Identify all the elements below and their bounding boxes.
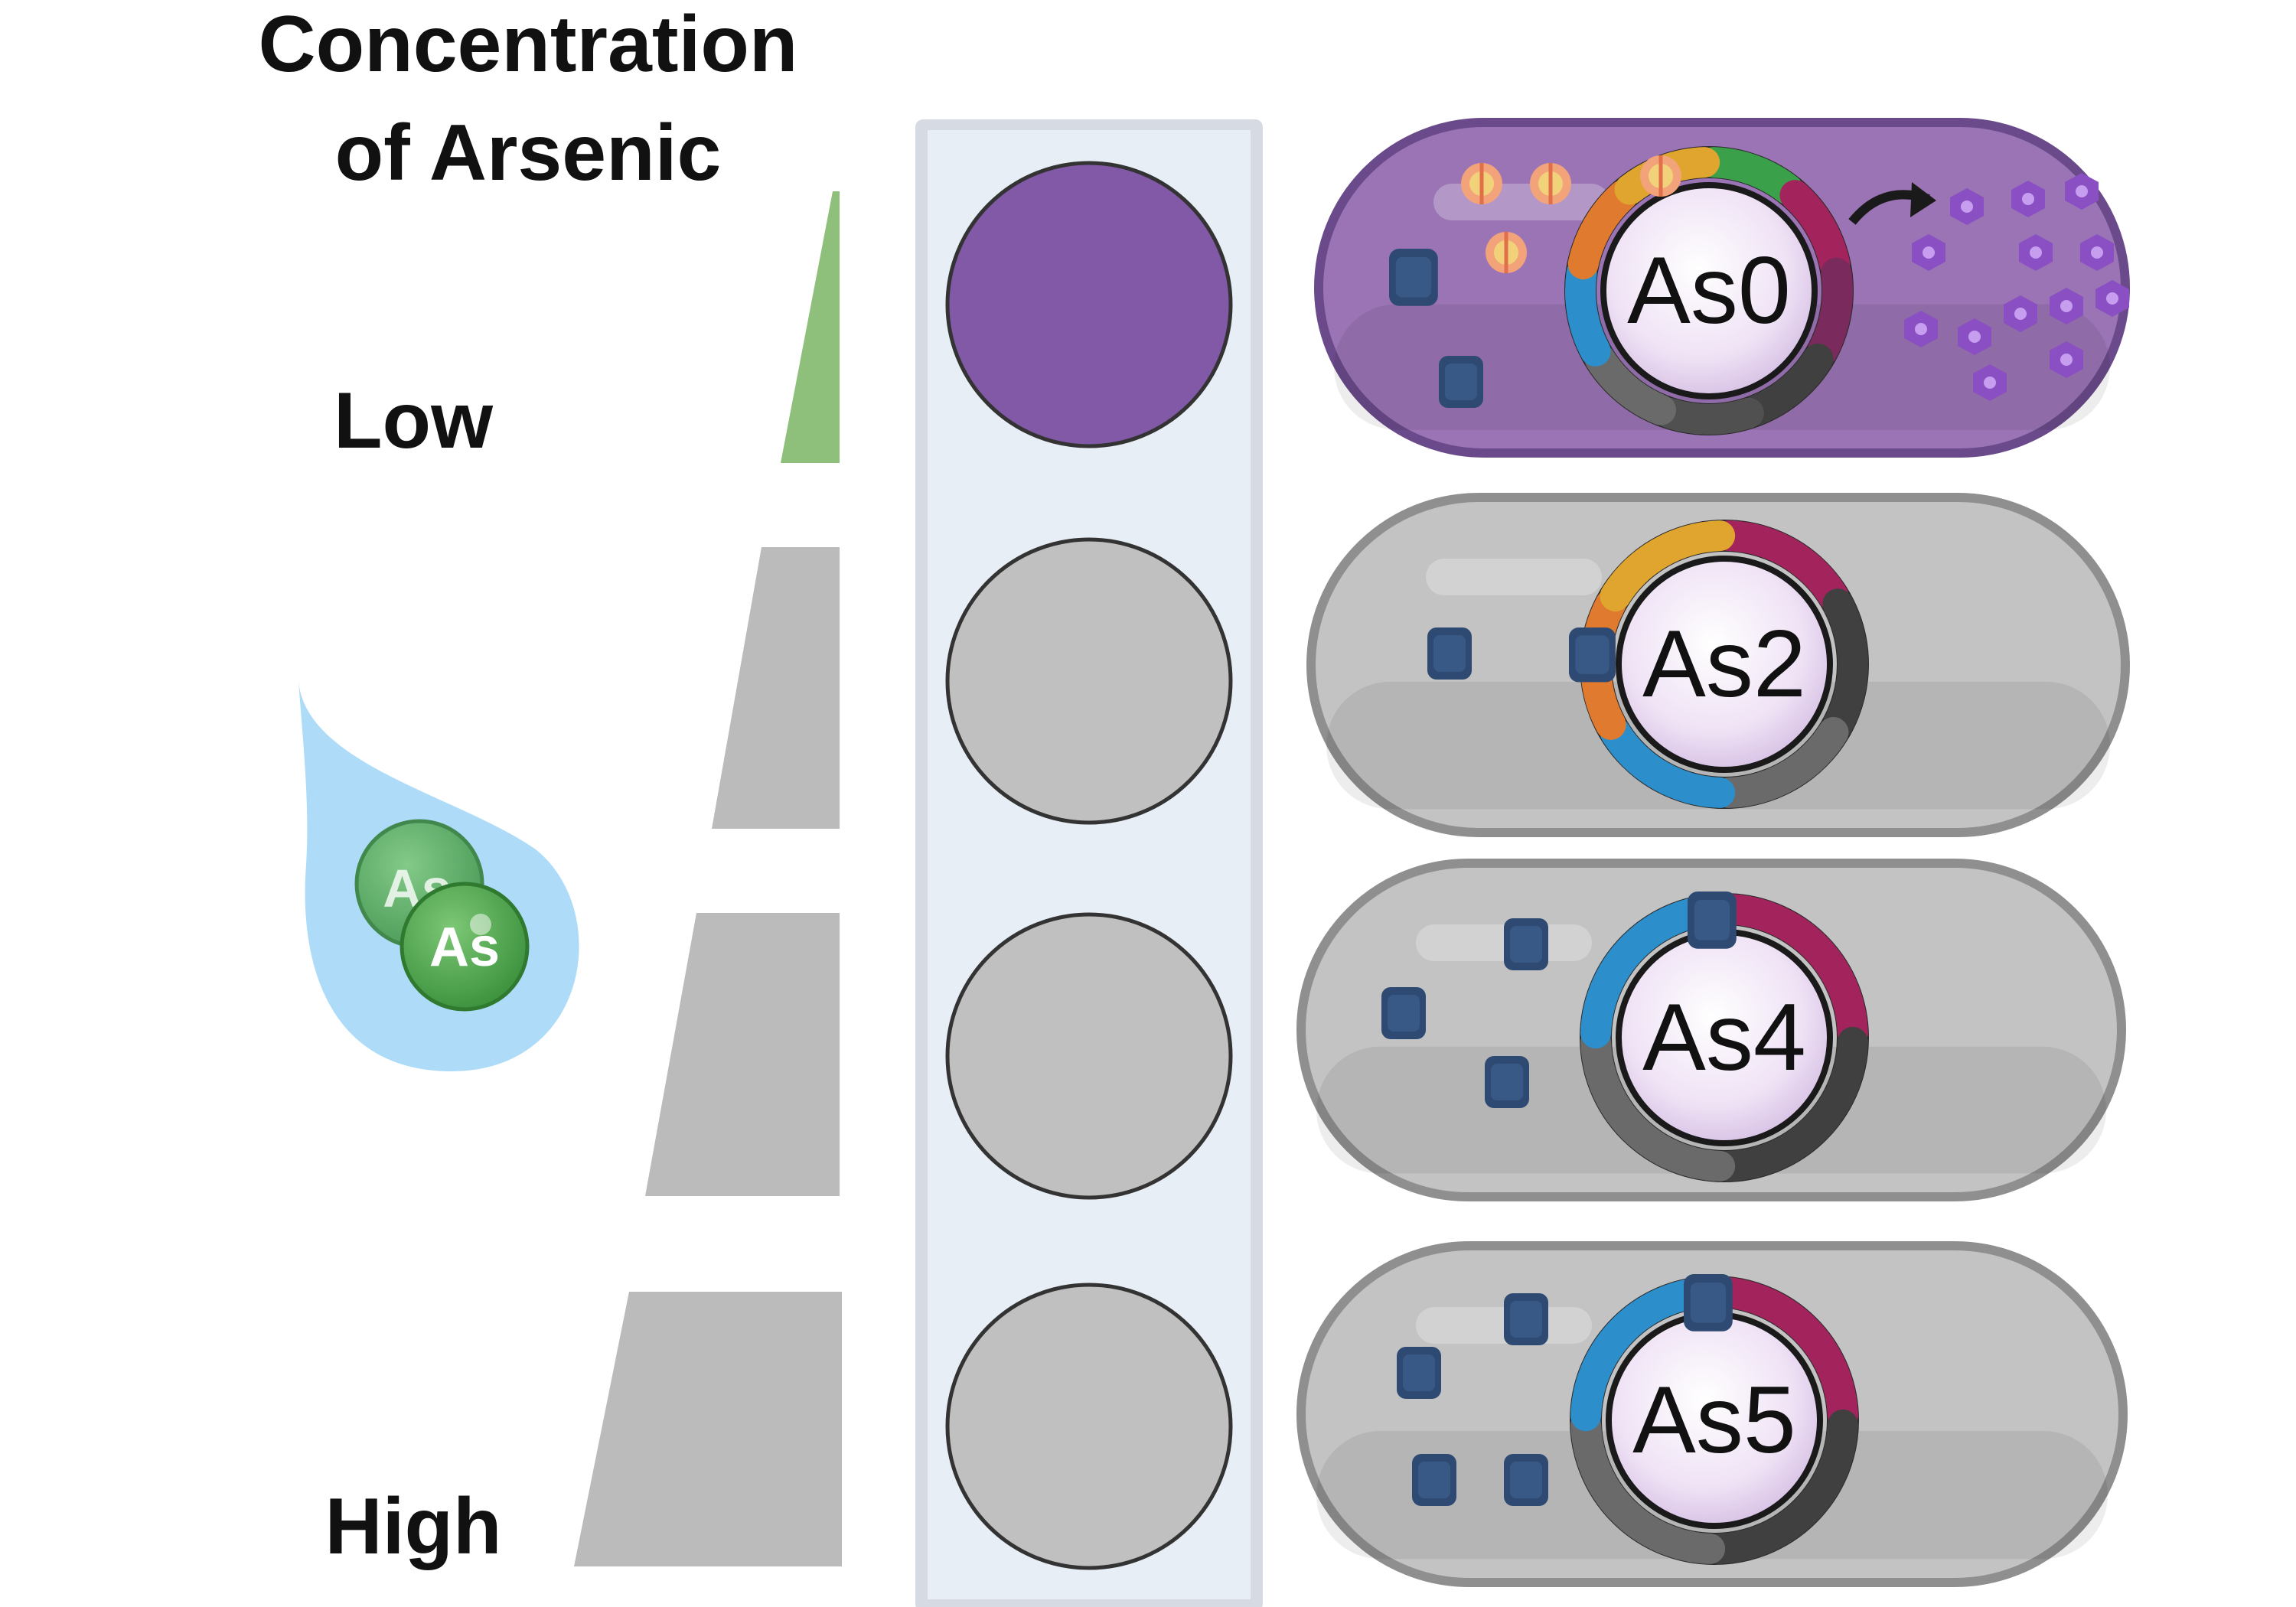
cell-as4: As4 [1296, 859, 2126, 1201]
high-label: High [325, 1482, 501, 1571]
gene-segment [1580, 1026, 1736, 1182]
title-line-2: of Arsenic [335, 109, 722, 197]
gene-segment [1779, 180, 1851, 280]
wedge-mid-2 [645, 913, 840, 1196]
wedge-high [574, 1292, 842, 1566]
wells-group [945, 161, 1233, 1570]
reporter-protein-icon [1950, 188, 1984, 225]
cell-as2: As2 [1306, 493, 2130, 837]
repressor-protein-icon [1504, 1293, 1548, 1345]
well-2 [945, 537, 1233, 825]
repressor-protein-icon [1504, 918, 1548, 970]
gene-segment [1570, 1276, 1726, 1432]
gene-segment [1570, 1409, 1726, 1564]
gene-segment [1822, 588, 1868, 740]
reporter-protein-icon [2004, 295, 2037, 332]
reporter-protein-icon [1958, 318, 1991, 355]
reporter-protein-icon [1973, 364, 2007, 401]
concentration-wedges [574, 191, 842, 1566]
cell-as5: As5 [1296, 1241, 2128, 1587]
cells-group: As0 As2 As4 As5 [1296, 118, 2130, 1587]
gene-segment [1565, 257, 1611, 367]
arsenic-droplet: As As [298, 681, 579, 1071]
gene-segment [1713, 894, 1868, 1049]
repressor-protein-icon [1688, 892, 1737, 949]
plasmid-as2: As2 [1580, 520, 1869, 809]
repressor-protein-icon [1684, 1274, 1733, 1332]
gene-segment [1713, 520, 1849, 611]
repressor-protein-icon [1569, 627, 1616, 683]
atom-highlight-icon [470, 914, 491, 935]
repressor-protein-icon [1389, 249, 1438, 306]
well-strip [915, 119, 1263, 1607]
plasmid-label: As5 [1632, 1367, 1796, 1473]
arsenic-atom-front-icon [400, 882, 530, 1012]
plasmid-label: As0 [1627, 238, 1791, 344]
reporter-protein-icon [2019, 234, 2053, 271]
reporter-protein-icon [2050, 341, 2083, 378]
reporter-protein-icon [1904, 311, 1938, 347]
repressor-protein-icon [1412, 1454, 1456, 1506]
plasmid-as0: As0 [1564, 146, 1854, 435]
cell-highlight [1426, 559, 1602, 595]
reporter-protein-icon [1912, 234, 1945, 271]
wedge-mid-1 [712, 547, 840, 829]
repressor-protein-icon [1504, 1454, 1548, 1506]
reporter-protein-icon [2065, 173, 2099, 210]
plasmid-label: As4 [1642, 985, 1806, 1090]
gene-segment [1703, 1276, 1858, 1432]
ribosome-icon [1461, 163, 1502, 204]
ribosome-icon [1530, 163, 1571, 204]
reporter-protein-icon [2050, 288, 2083, 324]
repressor-protein-icon [1397, 1347, 1441, 1399]
well-3 [945, 912, 1233, 1200]
repressor-protein-icon [1439, 356, 1483, 408]
gene-segment [1654, 397, 1764, 435]
arsenic-atom-front-label: As [429, 917, 500, 978]
reporter-protein-icon [2095, 280, 2129, 317]
gene-segment [1713, 717, 1849, 808]
cell-as0: As0 [1314, 118, 2130, 458]
plasmid-label: As2 [1642, 611, 1806, 717]
well-4 [945, 1283, 1233, 1570]
well-1 [945, 161, 1233, 448]
ribosome-icon [1486, 232, 1527, 273]
reporter-protein-icon [2011, 181, 2045, 217]
gene-segment [1698, 147, 1804, 205]
low-label: Low [334, 376, 494, 465]
ribosome-icon [1640, 155, 1681, 197]
repressor-protein-icon [1381, 987, 1426, 1039]
repressor-protein-icon [1485, 1056, 1529, 1108]
gene-segment [1703, 1409, 1858, 1564]
cell-highlight [1433, 184, 1609, 220]
gene-segment [1567, 180, 1639, 280]
wedge-low [781, 191, 840, 463]
gene-segment [1741, 344, 1834, 425]
title-line-1: Concentration [259, 0, 798, 89]
gene-segment [1807, 257, 1853, 367]
arrow-head-icon [1910, 182, 1936, 217]
gene-segment [1600, 717, 1736, 808]
repressor-protein-icon [1427, 627, 1472, 680]
reporter-protein-icon [2080, 234, 2114, 271]
gene-segment [1600, 520, 1736, 611]
gene-segment [1713, 1026, 1868, 1182]
gene-segment [1584, 344, 1677, 425]
